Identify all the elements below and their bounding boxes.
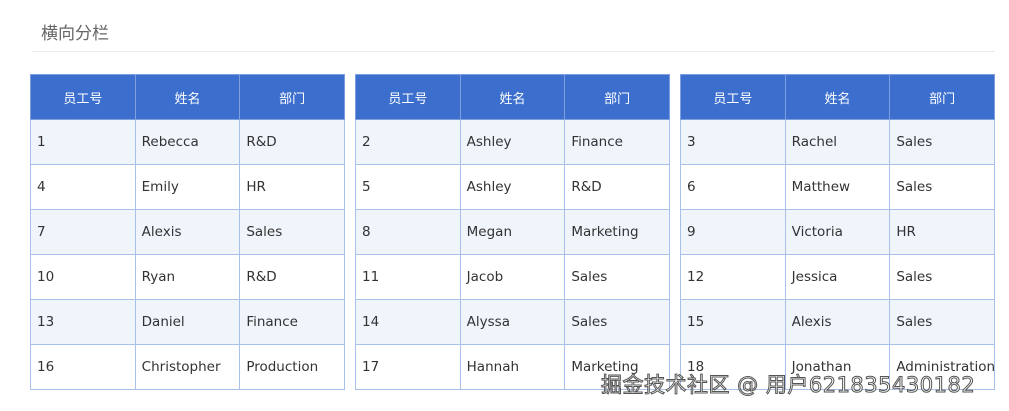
table-cell: Victoria <box>784 209 891 255</box>
table-row: 16 Christopher Production <box>30 344 345 390</box>
table-cell: Daniel <box>134 299 241 345</box>
table-row: 6 Matthew Sales <box>680 164 995 210</box>
table-cell: 18 <box>680 344 786 390</box>
table-cell: Rebecca <box>134 119 241 165</box>
header-row: 员工号 姓名 部门 <box>30 74 345 120</box>
table-cell: Marketing <box>564 344 670 390</box>
watermark: 掘金技术社区 @ 用户621835430182 <box>600 373 976 398</box>
table-cell: Sales <box>889 254 995 300</box>
table-row: 17 Hannah Marketing <box>355 344 670 390</box>
table-cell: Sales <box>239 209 345 255</box>
table-cell: Ashley <box>459 164 566 210</box>
table-row: 7 Alexis Sales <box>30 209 345 255</box>
table-cell: Jessica <box>784 254 891 300</box>
table-cell: Finance <box>239 299 345 345</box>
table-cell: Rachel <box>784 119 891 165</box>
table-cell: Marketing <box>564 209 670 255</box>
table-cell: Sales <box>889 299 995 345</box>
table-cell: 8 <box>355 209 461 255</box>
column-header: 姓名 <box>784 74 891 120</box>
table-cell: Administration <box>889 344 995 390</box>
table-row: 8 Megan Marketing <box>355 209 670 255</box>
table-row: 14 Alyssa Sales <box>355 299 670 345</box>
table-cell: 5 <box>355 164 461 210</box>
table-cell: 6 <box>680 164 786 210</box>
table-row: 15 Alexis Sales <box>680 299 995 345</box>
table-cell: 12 <box>680 254 786 300</box>
table-cell: 4 <box>30 164 136 210</box>
table-cell: Christopher <box>134 344 241 390</box>
table-cell: Production <box>239 344 345 390</box>
table-cell: HR <box>239 164 345 210</box>
header-row: 员工号 姓名 部门 <box>355 74 670 120</box>
table-cell: Sales <box>889 164 995 210</box>
column-header: 姓名 <box>134 74 241 120</box>
column-header: 部门 <box>239 74 345 120</box>
table-row: 4 Emily HR <box>30 164 345 210</box>
table-cell: 1 <box>30 119 136 165</box>
table-cell: 11 <box>355 254 461 300</box>
table-cell: 3 <box>680 119 786 165</box>
table-row: 12 Jessica Sales <box>680 254 995 300</box>
table-row: 3 Rachel Sales <box>680 119 995 165</box>
table-cell: Alexis <box>784 299 891 345</box>
header-row: 员工号 姓名 部门 <box>680 74 995 120</box>
column-header: 姓名 <box>459 74 566 120</box>
table-row: 13 Daniel Finance <box>30 299 345 345</box>
table-cell: Megan <box>459 209 566 255</box>
table-cell: 15 <box>680 299 786 345</box>
tables-container: 员工号 姓名 部门 1 Rebecca R&D 4 Emily HR 7 Alexis Sales 10… <box>30 74 995 390</box>
table-row: 18 Jonathan Administration <box>680 344 995 390</box>
page-title: 横向分栏 <box>41 24 109 44</box>
column-header: 部门 <box>889 74 995 120</box>
table-cell: HR <box>889 209 995 255</box>
table-cell: Sales <box>564 299 670 345</box>
table-cell: R&D <box>239 119 345 165</box>
table-cell: Jacob <box>459 254 566 300</box>
table-row: 9 Victoria HR <box>680 209 995 255</box>
table-cell: 16 <box>30 344 136 390</box>
column-header: 员工号 <box>30 74 136 120</box>
table-cell: 10 <box>30 254 136 300</box>
table-cell: Emily <box>134 164 241 210</box>
table-row: 5 Ashley R&D <box>355 164 670 210</box>
table-cell: Matthew <box>784 164 891 210</box>
table-row: 1 Rebecca R&D <box>30 119 345 165</box>
table-cell: 13 <box>30 299 136 345</box>
table-cell: Alexis <box>134 209 241 255</box>
table-cell: Finance <box>564 119 670 165</box>
table-row: 10 Ryan R&D <box>30 254 345 300</box>
table-cell: 7 <box>30 209 136 255</box>
table-cell: Hannah <box>459 344 566 390</box>
table-cell: 14 <box>355 299 461 345</box>
table-cell: Sales <box>564 254 670 300</box>
column-header: 部门 <box>564 74 670 120</box>
employee-table: 员工号 姓名 部门 1 Rebecca R&D 4 Emily HR 7 Alexis Sales 10… <box>30 74 345 390</box>
table-row: 2 Ashley Finance <box>355 119 670 165</box>
column-header: 员工号 <box>355 74 461 120</box>
divider <box>32 51 995 52</box>
table-cell: R&D <box>239 254 345 300</box>
table-cell: Ashley <box>459 119 566 165</box>
employee-table: 员工号 姓名 部门 3 Rachel Sales 6 Matthew Sales 9 Victori… <box>680 74 995 390</box>
employee-table: 员工号 姓名 部门 2 Ashley Finance 5 Ashley R&D 8 Megan Mar… <box>355 74 670 390</box>
table-cell: Alyssa <box>459 299 566 345</box>
table-cell: 2 <box>355 119 461 165</box>
table-cell: 17 <box>355 344 461 390</box>
table-row: 11 Jacob Sales <box>355 254 670 300</box>
column-header: 员工号 <box>680 74 786 120</box>
table-cell: Ryan <box>134 254 241 300</box>
table-cell: 9 <box>680 209 786 255</box>
table-cell: Sales <box>889 119 995 165</box>
table-cell: R&D <box>564 164 670 210</box>
